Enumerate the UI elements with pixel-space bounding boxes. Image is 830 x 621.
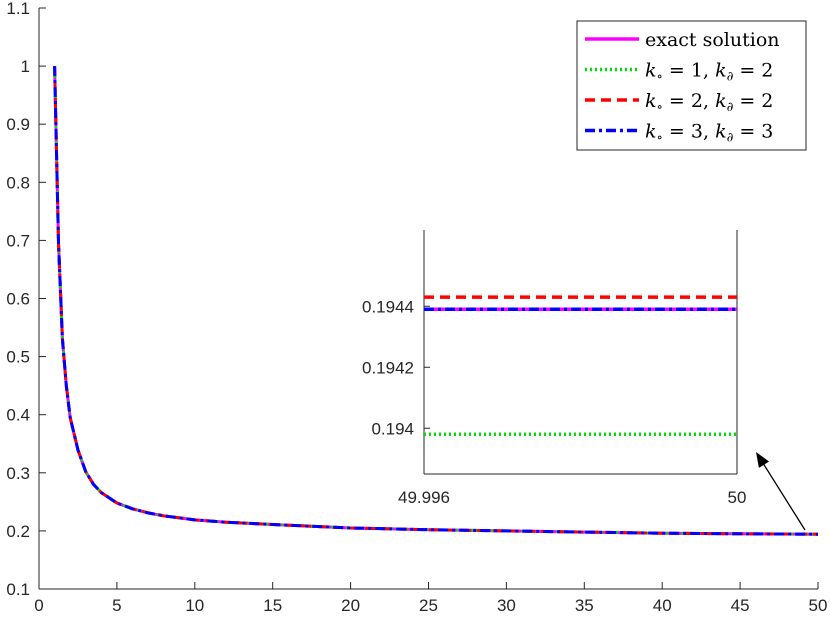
zoom-arrow-shaft	[760, 459, 806, 531]
x-tick-label: 30	[497, 596, 516, 615]
inset-x-tick-label: 50	[728, 488, 747, 507]
y-tick-label: 0.1	[6, 580, 30, 599]
y-tick-label: 1.1	[6, 0, 30, 18]
legend-box	[576, 20, 807, 151]
x-tick-label: 10	[185, 596, 204, 615]
inset-y-tick-label: 0.1944	[362, 297, 414, 316]
x-tick-label: 40	[653, 596, 672, 615]
legend-label-1: exact solution	[645, 29, 780, 51]
y-tick-label: 0.4	[6, 406, 30, 425]
inset-axes: 49.996 50 0.194 0.1942 0.1944	[362, 230, 746, 507]
legend-label-4: k∘ = 3, k∂ = 3	[645, 121, 773, 146]
main-series-lines	[53, 66, 819, 536]
y-tick-label: 0.3	[6, 464, 30, 483]
x-tick-label: 35	[575, 596, 594, 615]
inset-y-tick-label: 0.1942	[362, 358, 414, 377]
x-tick-label: 45	[731, 596, 750, 615]
legend-label-3: k∘ = 2, k∂ = 2	[645, 90, 773, 115]
y-tick-label: 0.2	[6, 522, 30, 541]
x-tick-label: 25	[419, 596, 438, 615]
series-line-4	[53, 66, 819, 536]
y-tick-label: 0.9	[6, 115, 30, 134]
legend: exact solution k∘ = 1, k∂ = 2 k∘ = 2, k∂ =…	[576, 20, 807, 151]
x-tick-label: 15	[263, 596, 282, 615]
x-tick-label: 20	[341, 596, 360, 615]
zoom-arrow	[756, 452, 806, 531]
x-tick-label: 50	[809, 596, 828, 615]
inset-series-lines	[424, 295, 737, 437]
y-tick-label: 0.5	[6, 348, 30, 367]
x-tick-label: 0	[34, 596, 43, 615]
y-tick-label: 0.8	[6, 173, 30, 192]
inset-y-tick-label: 0.194	[371, 419, 414, 438]
zoom-arrow-head	[756, 452, 770, 468]
inset-background	[424, 230, 737, 474]
x-tick-label: 5	[112, 596, 121, 615]
y-tick-label: 0.6	[6, 290, 30, 309]
inset-x-tick-label: 49.996	[398, 488, 450, 507]
main-axes: 0 5 10 15 20 25 30 35 40 45 50 0.1 0.2 0.3 0.4 0.5 0.6 0.…	[6, 0, 827, 615]
y-tick-label: 1	[21, 57, 30, 76]
legend-label-2: k∘ = 1, k∂ = 2	[645, 60, 773, 85]
y-tick-label: 0.7	[6, 231, 30, 250]
